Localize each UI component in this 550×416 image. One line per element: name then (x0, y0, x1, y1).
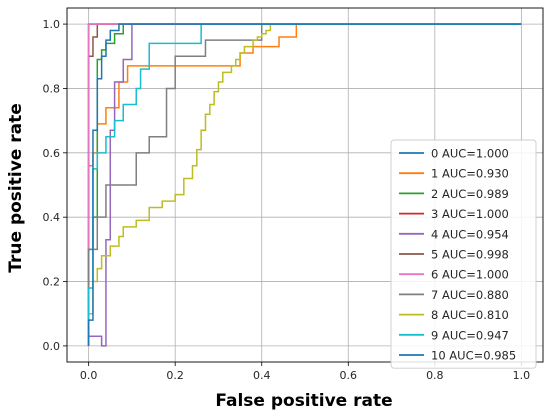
legend-label-4: 4 AUC=0.954 (431, 227, 509, 241)
plot-frame (66, 7, 544, 363)
legend-label-8: 8 AUC=0.810 (431, 308, 509, 322)
y-tick-label: 0.6 (43, 147, 61, 160)
y-axis-title: True positive rate (6, 103, 26, 272)
x-tick-label: 0.2 (166, 369, 184, 382)
roc-curve-10 (87, 23, 522, 346)
legend-label-9: 9 AUC=0.947 (431, 328, 509, 342)
roc-curve-8 (87, 23, 522, 346)
y-tick-label: 0.2 (43, 276, 61, 289)
x-tick-label: 0.8 (426, 369, 444, 382)
x-tick-label: 1.0 (513, 369, 531, 382)
y-tick-label: 0.4 (43, 211, 61, 224)
x-tick-label: 0.6 (340, 369, 358, 382)
y-tick-label: 0.0 (43, 340, 61, 353)
x-tick-label: 0.0 (80, 369, 98, 382)
legend-label-7: 7 AUC=0.880 (431, 288, 509, 302)
legend-label-6: 6 AUC=1.000 (431, 268, 509, 282)
legend-box (390, 139, 537, 369)
roc-curve-4 (87, 23, 522, 347)
x-axis-title: False positive rate (215, 391, 392, 411)
axis-ticks: 0.0 0.2 0.4 0.6 0.8 1.0 0.0 0.2 0.4 0.6 0.8 1.0 (43, 18, 531, 382)
x-tick-label: 0.4 (253, 369, 271, 382)
legend-label-0: 0 AUC=1.000 (431, 147, 509, 161)
legend-label-10: 10 AUC=0.985 (431, 349, 516, 363)
series-layer (87, 23, 522, 347)
y-tick-label: 0.8 (43, 82, 61, 95)
y-tick-label: 1.0 (43, 18, 61, 31)
roc-curve-9 (87, 23, 522, 346)
legend-label-2: 2 AUC=0.989 (431, 187, 509, 201)
roc-curve-1 (87, 23, 522, 346)
legend-label-5: 5 AUC=0.998 (431, 248, 509, 262)
legend: 0 AUC=1.000 1 AUC=0.930 2 AUC=0.989 3 AUC=1… (390, 139, 537, 369)
legend-label-3: 3 AUC=1.000 (431, 207, 509, 221)
roc-curve-7 (87, 23, 522, 346)
legend-label-1: 1 AUC=0.930 (431, 167, 509, 181)
